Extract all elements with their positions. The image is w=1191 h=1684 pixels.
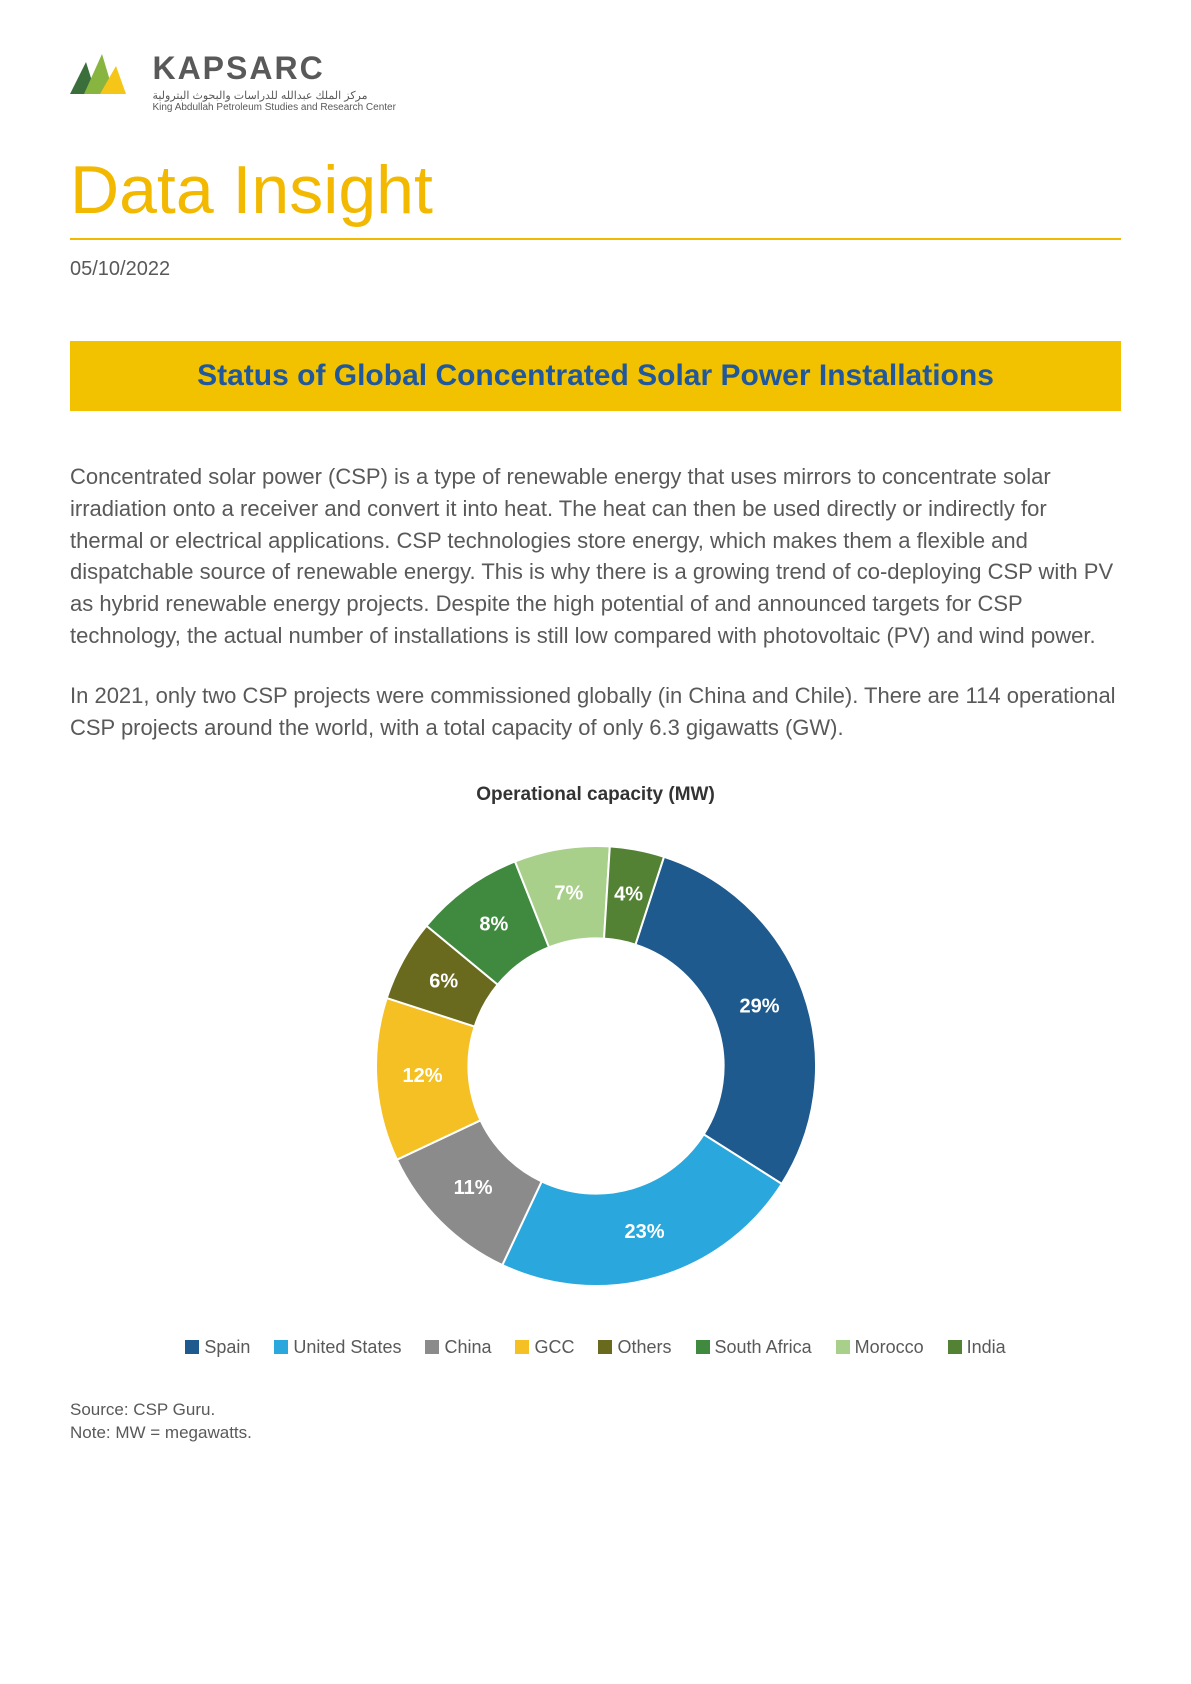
footnote: Source: CSP Guru. Note: MW = megawatts.	[70, 1398, 1121, 1446]
donut-label: 12%	[402, 1065, 442, 1087]
donut-label: 11%	[453, 1177, 492, 1199]
body-paragraphs: Concentrated solar power (CSP) is a type…	[70, 461, 1121, 744]
headline-banner: Status of Global Concentrated Solar Powe…	[70, 341, 1121, 411]
chart-legend: Spain United States China GCC Others South Af…	[70, 1336, 1121, 1358]
legend-label: Spain	[204, 1337, 250, 1357]
logo-block: KAPSARC مركز الملك عبدالله للدراسات والب…	[70, 50, 1121, 113]
legend-label: Morocco	[855, 1337, 924, 1357]
donut-label: 6%	[429, 970, 458, 992]
footnote-note: Note: MW = megawatts.	[70, 1421, 1121, 1445]
donut-label: 29%	[739, 995, 779, 1017]
chart-area: Operational capacity (MW) 29% 23% 11% 12% 6%…	[70, 784, 1121, 1358]
date: 05/10/2022	[70, 258, 1121, 281]
donut-segment	[502, 1134, 781, 1286]
legend-swatch	[598, 1340, 612, 1354]
donut-label: 7%	[554, 883, 583, 905]
legend-label: United States	[293, 1337, 401, 1357]
legend-item: GCC	[515, 1336, 574, 1358]
legend-swatch	[515, 1340, 529, 1354]
legend-label: South Africa	[715, 1337, 812, 1357]
donut-segment	[635, 857, 816, 1184]
donut-label: 8%	[479, 914, 508, 936]
body-paragraph: Concentrated solar power (CSP) is a type…	[70, 461, 1121, 652]
logo-brand: KAPSARC	[152, 50, 395, 87]
legend-item: Spain	[185, 1336, 250, 1358]
legend-item: China	[425, 1336, 491, 1358]
logo-tagline-ar: مركز الملك عبدالله للدراسات والبحوث البت…	[152, 89, 395, 102]
legend-item: United States	[274, 1336, 401, 1358]
legend-label: GCC	[534, 1337, 574, 1357]
legend-swatch	[274, 1340, 288, 1354]
logo-text: KAPSARC مركز الملك عبدالله للدراسات والب…	[152, 50, 395, 113]
legend-label: Others	[617, 1337, 671, 1357]
body-paragraph: In 2021, only two CSP projects were comm…	[70, 680, 1121, 744]
legend-swatch	[425, 1340, 439, 1354]
donut-label: 4%	[614, 883, 643, 905]
legend-item: Morocco	[836, 1336, 924, 1358]
legend-swatch	[696, 1340, 710, 1354]
donut-chart: 29% 23% 11% 12% 6% 8% 7% 4%	[336, 826, 856, 1306]
legend-item: India	[948, 1336, 1006, 1358]
legend-item: Others	[598, 1336, 671, 1358]
legend-label: China	[444, 1337, 491, 1357]
chart-title: Operational capacity (MW)	[70, 784, 1121, 806]
page-title: Data Insight	[70, 153, 1121, 240]
logo-mark-icon	[70, 54, 140, 109]
legend-swatch	[185, 1340, 199, 1354]
legend-item: South Africa	[696, 1336, 812, 1358]
logo-tagline-en: King Abdullah Petroleum Studies and Rese…	[152, 102, 395, 113]
legend-label: India	[967, 1337, 1006, 1357]
footnote-source: Source: CSP Guru.	[70, 1398, 1121, 1422]
legend-swatch	[948, 1340, 962, 1354]
donut-label: 23%	[624, 1221, 664, 1243]
legend-swatch	[836, 1340, 850, 1354]
